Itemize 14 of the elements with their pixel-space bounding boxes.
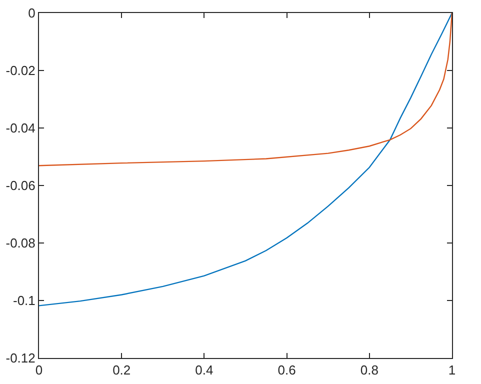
x-tick-label: 0.2 (112, 362, 131, 378)
x-tick-label: 0.8 (360, 362, 378, 378)
y-tick-label: -0.06 (6, 178, 36, 194)
x-tick-label: 0.4 (195, 362, 214, 378)
x-tick-label: 1 (448, 362, 456, 378)
y-tick-label: -0.08 (6, 236, 36, 251)
line-series (39, 13, 452, 306)
y-tick-label: -0.02 (6, 63, 36, 78)
x-tick-label: 0.6 (278, 362, 296, 378)
y-tick-label: 0 (28, 6, 36, 21)
y-tick-label: -0.12 (6, 350, 36, 366)
y-tick-label: -0.1 (12, 293, 36, 308)
line-series (39, 13, 452, 166)
y-tick-label: -0.04 (6, 120, 36, 136)
